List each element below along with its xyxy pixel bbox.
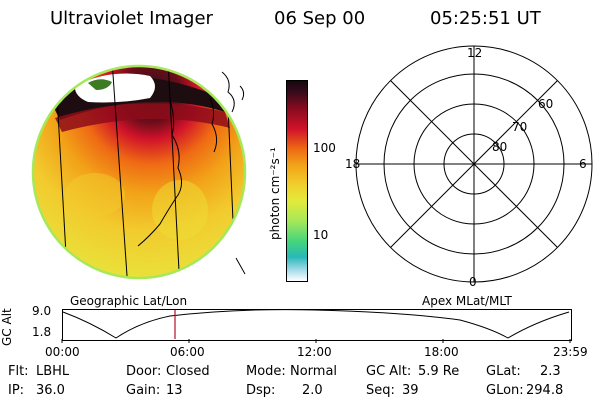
gcalt-value: 5.9 Re [418, 364, 460, 379]
dsp-label: Dsp: [246, 383, 276, 398]
color-scale-bar [286, 80, 308, 282]
time-tick-0600: 06:00 [170, 345, 205, 359]
altitude-tick-9: 9.0 [32, 304, 52, 318]
mlt-label-18: 18 [345, 157, 361, 171]
geographic-panel-title: Geographic Lat/Lon [70, 294, 188, 308]
altitude-axis-label: GC Alt [0, 308, 14, 346]
glon-label: GLon: [486, 383, 524, 398]
ip-value: 36.0 [36, 383, 65, 398]
date-label: 06 Sep 00 [274, 8, 366, 29]
time-label: 05:25:51 UT [430, 8, 541, 29]
mlat-label-60: 60 [538, 97, 554, 111]
mode-label: Mode: [246, 364, 286, 379]
mlat-label-70: 70 [512, 120, 528, 134]
gcalt-label: GC Alt: [366, 364, 412, 379]
flt-label: Flt: [8, 364, 29, 379]
time-tick-1800: 18:00 [424, 345, 459, 359]
colorbar-tick-10: 10 [313, 228, 329, 242]
mlat-label-80: 80 [492, 140, 508, 154]
seq-value: 39 [402, 383, 419, 398]
instrument-title: Ultraviolet Imager [50, 8, 213, 29]
mlt-label-6: 6 [579, 157, 587, 171]
flt-value: LBHL [36, 364, 70, 379]
time-tick-0000: 00:00 [45, 345, 80, 359]
door-label: Door: [126, 364, 162, 379]
apex-panel-title: Apex MLat/MLT [422, 294, 512, 308]
colorbar-tick-100: 100 [313, 141, 336, 155]
glat-label: GLat: [486, 364, 521, 379]
time-tick-1200: 12:00 [297, 345, 332, 359]
gain-value: 13 [166, 383, 183, 398]
glon-value: 294.8 [526, 383, 564, 398]
mlt-label-12: 12 [467, 46, 483, 60]
altitude-tick-1-8: 1.8 [32, 325, 52, 339]
seq-label: Seq: [366, 383, 395, 398]
colorbar-unit-label: photon cm⁻²s⁻¹ [268, 147, 282, 240]
dsp-value: 2.0 [302, 383, 323, 398]
time-tick-2359: 23:59 [553, 345, 588, 359]
door-value: Closed [166, 364, 210, 379]
mlt-label-0: 0 [469, 275, 477, 289]
glat-value: 2.3 [540, 364, 561, 379]
mode-value: Normal [290, 364, 338, 379]
ip-label: IP: [8, 383, 25, 398]
gain-label: Gain: [126, 383, 161, 398]
altitude-plot-frame [62, 309, 572, 341]
